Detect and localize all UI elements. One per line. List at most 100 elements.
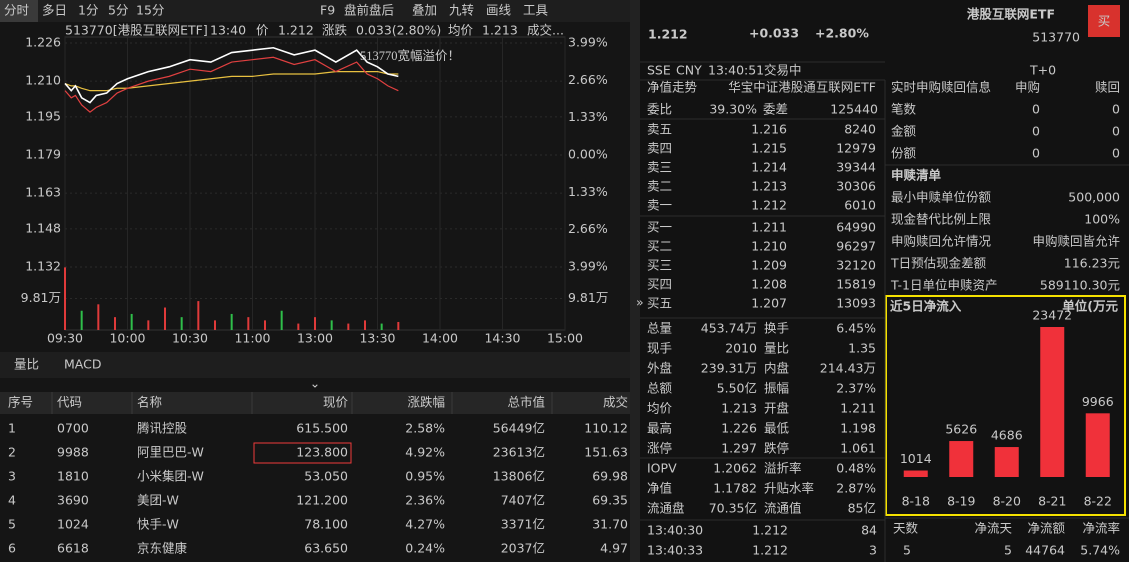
row-value: 0 [1112, 146, 1120, 161]
table-cell: 1810 [57, 469, 89, 484]
table-cell: 1024 [57, 517, 89, 532]
stat-value: 1.213 [721, 401, 757, 416]
level-volume: 39344 [836, 160, 876, 175]
bar-value-label: 4686 [991, 428, 1023, 443]
volume-bar [180, 317, 183, 330]
table-cell: 阿里巴巴-W [137, 445, 204, 460]
quote-field: 涨跌 [322, 23, 348, 38]
quote-meta: CNY [676, 63, 702, 78]
summary-value: 44764 [1025, 543, 1065, 558]
iopv-label: 流通值 [764, 501, 802, 516]
tool-button[interactable]: 叠加 [412, 3, 437, 18]
period-tab[interactable]: 5分 [108, 3, 128, 18]
column-header: 总市值 [507, 395, 545, 410]
table-cell: 腾讯控股 [137, 421, 188, 436]
tool-button[interactable]: 画线 [486, 3, 512, 18]
fund-name: 港股互联网ETF [967, 7, 1055, 22]
trade-volume: 3 [869, 543, 877, 558]
tool-button[interactable]: F9 [320, 3, 335, 18]
trade-time: 13:40:33 [647, 543, 703, 558]
value: 125440 [830, 102, 878, 117]
row-value: 申购赎回皆允许 [1032, 234, 1120, 249]
tool-button[interactable]: 工具 [523, 3, 549, 18]
stat-value: 2010 [725, 341, 757, 356]
iopv-label: 升贴水率 [764, 481, 814, 496]
summary-header: 净流额 [1027, 521, 1065, 536]
category-label: 8-20 [993, 494, 1021, 509]
volume-bar [197, 301, 200, 330]
selected-cell [253, 442, 352, 464]
iopv-label: 净值 [647, 481, 672, 496]
table-cell: 4 [8, 493, 16, 508]
tab[interactable]: 净值走势 [647, 80, 698, 95]
table-cell: 美团-W [137, 493, 179, 508]
iopv-label: 溢折率 [764, 461, 802, 476]
column-header: 成交 [603, 395, 628, 410]
highlight-box [885, 295, 1126, 516]
buy-label[interactable]: 买 [1098, 14, 1111, 29]
period-tab[interactable]: 分时 [4, 3, 30, 18]
level-volume: 15819 [836, 277, 876, 292]
price-line [64, 56, 399, 113]
y-tick-label: 1.210 [25, 73, 61, 88]
stat-value: 1.297 [721, 441, 757, 456]
volume-bar [380, 323, 383, 330]
table-header [0, 392, 630, 414]
period-tab[interactable]: 1分 [78, 3, 98, 18]
table-cell: 23613亿 [493, 445, 545, 460]
table-cell: 123.800 [296, 445, 348, 460]
row-label: 现金替代比例上限 [891, 212, 992, 227]
volume-bar [297, 323, 300, 330]
level-price: 1.207 [751, 296, 787, 311]
level-price: 1.213 [751, 179, 787, 194]
iopv-value: 1.2062 [713, 461, 757, 476]
tool-button[interactable]: 盘前盘后 [344, 3, 394, 18]
y2-tick-label: 1.33% [568, 109, 608, 124]
x-tick-label: 09:30 [47, 331, 83, 346]
tool-button[interactable]: 九转 [449, 3, 474, 18]
row-label: 金额 [891, 124, 917, 139]
price-line [64, 70, 399, 92]
row-value: 0 [1032, 146, 1040, 161]
trade-price: 1.212 [752, 523, 788, 538]
category-label: 8-19 [947, 494, 975, 509]
level-label: 买一 [647, 220, 672, 235]
indicator-tab[interactable]: MACD [64, 357, 101, 372]
table-cell: 6618 [57, 541, 89, 556]
row-label: 笔数 [891, 102, 917, 117]
indicator-tab[interactable]: 量比 [14, 357, 39, 372]
level-label: 买三 [647, 258, 672, 273]
volume-bar [114, 317, 116, 330]
row-value: 0 [1032, 102, 1040, 117]
stat-value: 1.061 [840, 441, 876, 456]
period-tab[interactable]: 15分 [136, 3, 164, 18]
stat-value: 1.211 [840, 401, 876, 416]
level-volume: 6010 [844, 198, 876, 213]
y2-tick-label: 3.99% [568, 259, 608, 274]
indicator-bar [0, 352, 630, 378]
quote-field: 13:40 [210, 23, 246, 38]
summary-value: 5 [1004, 543, 1012, 558]
volume-bar [64, 267, 66, 330]
x-tick-label: 14:30 [484, 331, 520, 346]
row-value: 116.23元 [1064, 256, 1120, 271]
quote-field: 513770[港股互联网ETF] [65, 23, 208, 38]
iopv-value: 2.87% [836, 481, 876, 496]
column-header: 赎回 [1095, 80, 1120, 95]
price-change-pct: +2.80% [815, 26, 869, 41]
bar [1085, 413, 1110, 477]
buy-button[interactable] [1088, 5, 1120, 37]
category-label: 8-18 [902, 494, 930, 509]
stat-value: 6.45% [836, 321, 876, 336]
volume-bar [264, 320, 266, 330]
stat-value: 1.226 [721, 421, 757, 436]
period-tab[interactable]: 多日 [42, 3, 67, 18]
table-cell: 69.98 [592, 469, 628, 484]
table-cell: 0700 [57, 421, 89, 436]
bar [949, 441, 974, 477]
volume-bar [330, 320, 333, 330]
expand-arrow[interactable]: » [636, 295, 644, 310]
iopv-value: 1.1782 [713, 481, 757, 496]
collapse-arrow[interactable]: ⌄ [310, 376, 320, 391]
